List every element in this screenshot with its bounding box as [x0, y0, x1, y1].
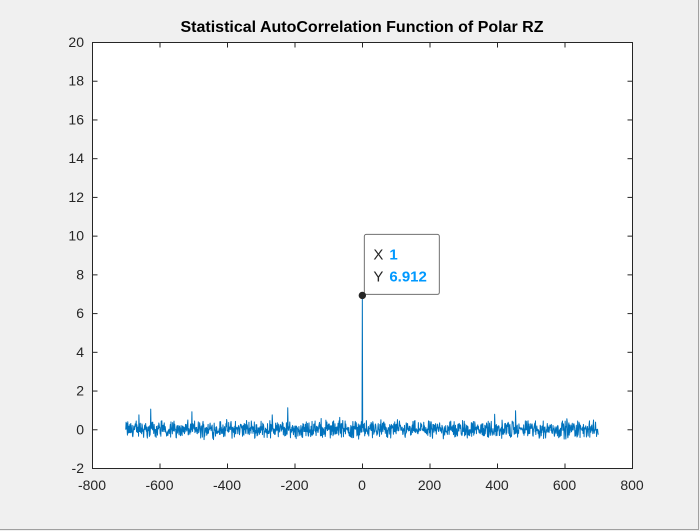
x-tick-label: -600	[145, 477, 173, 493]
ticks-layer: -800 -600 -400 -200 0 200 400 600 800-2024681012…	[68, 34, 643, 493]
y-tick-label: 10	[68, 228, 84, 244]
y-tick-label: 18	[68, 73, 84, 89]
y-tick-label: 16	[68, 111, 84, 127]
datatip-y-label: Y	[373, 268, 383, 285]
datatip-marker[interactable]	[358, 291, 367, 300]
x-tick-label: 400	[485, 477, 509, 493]
chart-title: Statistical AutoCorrelation Function of …	[181, 19, 544, 36]
series-line-autocorrelation[interactable]	[125, 294, 599, 441]
y-tick-label: 20	[68, 34, 84, 50]
y-tick-label: 4	[76, 344, 84, 360]
y-tick-label: 2	[76, 383, 84, 399]
x-tick-label: -200	[280, 477, 308, 493]
datatip[interactable]: X 1 Y 6.912	[0, 0, 440, 300]
y-tick-label: -2	[72, 460, 85, 476]
x-tick-label: 200	[418, 477, 442, 493]
datatip-x-label: X	[373, 246, 383, 263]
y-tick-label: 8	[76, 266, 84, 282]
y-tick-label: 12	[68, 189, 84, 205]
datatip-y-value: 6.912	[389, 268, 427, 285]
y-tick-label: 6	[76, 305, 84, 321]
series-layer	[125, 294, 599, 441]
x-tick-label: 0	[358, 477, 366, 493]
datatip-x-value: 1	[389, 246, 397, 263]
x-tick-label: 600	[553, 477, 577, 493]
x-tick-label: -800	[78, 477, 106, 493]
x-tick-label: -400	[213, 477, 241, 493]
y-tick-label: 0	[76, 421, 84, 437]
y-tick-label: 14	[68, 150, 84, 166]
datatip-box[interactable]	[363, 233, 440, 295]
x-tick-label: 800	[620, 477, 644, 493]
